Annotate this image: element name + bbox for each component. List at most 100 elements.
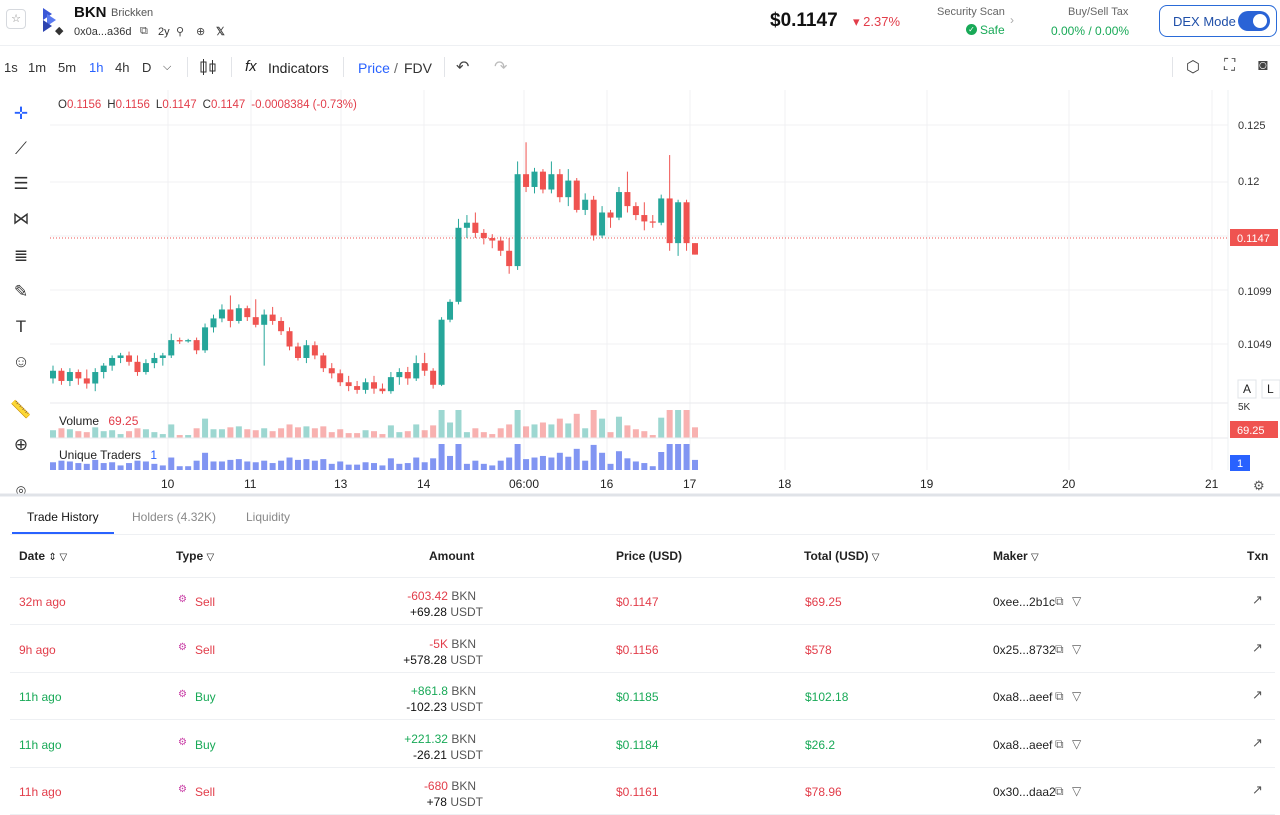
- traders-bar: [404, 463, 411, 470]
- candle-body: [480, 232, 487, 239]
- candle-body: [675, 202, 682, 244]
- header-maker[interactable]: Maker ▽: [993, 549, 1039, 563]
- toggle-switch[interactable]: [1238, 11, 1270, 31]
- redo-icon[interactable]: ↷: [494, 59, 508, 76]
- copy-icon[interactable]: ⧉: [1055, 594, 1064, 608]
- fib-icon[interactable]: ≣: [13, 246, 29, 265]
- timeframe-4h[interactable]: 4h: [115, 60, 130, 75]
- header-total[interactable]: Total (USD) ▽: [804, 549, 879, 563]
- external-link-icon[interactable]: ↗: [1252, 782, 1263, 797]
- copy-icon[interactable]: ⧉: [1055, 689, 1064, 703]
- external-link-icon[interactable]: ↗: [1252, 687, 1263, 702]
- traders-bar: [278, 460, 285, 470]
- crosshair-icon[interactable]: ✛: [13, 104, 29, 123]
- header-type[interactable]: Type ▽: [176, 549, 214, 563]
- tab-holders[interactable]: Holders (4.32K): [132, 510, 217, 524]
- x-icon[interactable]: 𝕏: [216, 26, 225, 38]
- external-link-icon[interactable]: ↗: [1252, 734, 1263, 750]
- volume-bar: [379, 434, 386, 438]
- chevron-down-icon[interactable]: ⌵: [163, 61, 172, 73]
- copy-icon[interactable]: ⧉: [1055, 784, 1064, 798]
- ruler-icon[interactable]: 📏: [10, 400, 32, 419]
- filter-icon[interactable]: ▽: [1072, 784, 1082, 798]
- camera-icon[interactable]: ◙: [1258, 57, 1268, 74]
- volume-bar: [66, 429, 73, 438]
- magnet-icon[interactable]: ◎: [15, 483, 27, 497]
- indicators-icon[interactable]: fx: [245, 58, 257, 75]
- timeframe-d[interactable]: D: [142, 60, 152, 75]
- volume-bar: [83, 432, 90, 438]
- volume-bar: [311, 428, 318, 438]
- globe-icon[interactable]: ⊕: [196, 26, 206, 38]
- traders-bar: [244, 461, 251, 470]
- star-icon[interactable]: ☆: [6, 9, 26, 29]
- x-tick: 19: [920, 477, 934, 491]
- timeframe-1m[interactable]: 1m: [28, 60, 47, 75]
- undo-icon[interactable]: ↶: [456, 59, 470, 76]
- chart-settings-icon[interactable]: ⚙: [1253, 478, 1265, 493]
- tab-trade-history[interactable]: Trade History: [27, 510, 99, 524]
- copy-icon[interactable]: ⧉: [1055, 641, 1064, 656]
- timeframe-5m[interactable]: 5m: [58, 60, 77, 75]
- volume-bar: [294, 427, 301, 438]
- fullscreen-icon[interactable]: ⛶: [1224, 57, 1236, 74]
- maker-address[interactable]: 0xa8...aeef: [993, 737, 1053, 752]
- filter-icon[interactable]: ▽: [1072, 689, 1082, 703]
- table-row[interactable]: 11h ago ⚙ Buy +861.8 BKN -102.23 USDT $0.1185…: [0, 673, 1280, 720]
- table-row[interactable]: 11h ago ⚙ Sell -680 BKN +78 USDT $0.1161 $78.9…: [0, 768, 1280, 815]
- timeframe-1s[interactable]: 1s: [4, 60, 18, 75]
- table-row[interactable]: 9h ago ⚙ Sell -5K BKN +578.28 USDT $0.1156 $57…: [0, 626, 1280, 673]
- horizontal-lines-icon[interactable]: ☰: [13, 174, 29, 193]
- maker-address[interactable]: 0x25...8732: [993, 642, 1056, 657]
- filter-icon[interactable]: ▽: [871, 552, 880, 563]
- fdv-toggle[interactable]: FDV: [404, 60, 432, 76]
- maker-address[interactable]: 0xee...2b1c: [993, 595, 1056, 609]
- copy-icon[interactable]: ⧉: [1055, 736, 1064, 751]
- sort-icon[interactable]: ⇕ ▽: [48, 552, 68, 563]
- candle-body: [514, 174, 521, 267]
- volume-bars: [50, 410, 698, 438]
- pattern-icon[interactable]: ⋈: [12, 209, 30, 228]
- y-tick: 0.1099: [1238, 286, 1272, 298]
- price-chart[interactable]: 0.125 0.12 0.1099 0.1049 0.1147 A L 5K 6…: [0, 90, 1280, 500]
- table-row[interactable]: 32m ago ⚙ Sell -603.42 BKN +69.28 USDT $0.114…: [0, 578, 1280, 625]
- candle-body: [50, 370, 56, 379]
- filter-icon[interactable]: ▽: [1072, 736, 1082, 751]
- amount-usdt-unit: USDT: [450, 652, 483, 667]
- emoji-icon[interactable]: ☺: [12, 352, 30, 371]
- filter-icon[interactable]: ▽: [206, 552, 215, 563]
- text-tool-icon[interactable]: T: [15, 317, 27, 336]
- search-icon[interactable]: ⚲: [176, 26, 185, 38]
- external-link-icon[interactable]: ↗: [1252, 639, 1263, 655]
- volume-bar: [320, 426, 327, 438]
- security-scan-value[interactable]: Safe: [980, 23, 1005, 37]
- maker-address[interactable]: 0xa8...aeef: [993, 690, 1053, 704]
- copy-icon[interactable]: ⧉: [140, 25, 148, 37]
- traders-bar: [294, 459, 301, 470]
- auto-scale-button[interactable]: [1237, 379, 1257, 399]
- trend-line-icon[interactable]: ⟋: [15, 139, 27, 158]
- trade-price: $0.1161: [616, 785, 659, 799]
- auto-scale-label: A: [1243, 382, 1251, 396]
- timeframe-1h[interactable]: 1h: [89, 60, 104, 75]
- zoom-in-icon[interactable]: ⊕: [13, 435, 29, 454]
- filter-icon[interactable]: ▽: [1031, 552, 1039, 563]
- external-link-icon[interactable]: ↗: [1252, 592, 1263, 607]
- volume-bar: [565, 423, 572, 438]
- candle-type-icon[interactable]: [198, 58, 218, 76]
- indicators-button[interactable]: Indicators: [268, 60, 329, 76]
- dex-mode-toggle[interactable]: DEX Mode: [1159, 5, 1277, 37]
- chevron-right-icon[interactable]: ›: [1010, 13, 1014, 27]
- table-row[interactable]: 11h ago ⚙ Buy +221.32 BKN -26.21 USDT $0.1184…: [0, 721, 1280, 768]
- tab-liquidity[interactable]: Liquidity: [246, 510, 291, 524]
- filter-icon[interactable]: ▽: [1072, 594, 1082, 608]
- dex-mode-label: DEX Mode: [1173, 14, 1236, 29]
- maker-address[interactable]: 0x30...daa2: [993, 785, 1056, 799]
- brush-icon[interactable]: ✎: [13, 282, 29, 301]
- ohlc-c-label: C: [202, 99, 211, 111]
- price-toggle[interactable]: Price: [358, 60, 390, 76]
- settings-icon[interactable]: ⬡: [1186, 59, 1200, 76]
- header-date[interactable]: Date ⇕ ▽: [19, 549, 67, 563]
- filter-icon[interactable]: ▽: [1072, 641, 1082, 656]
- log-scale-button[interactable]: [1261, 379, 1280, 399]
